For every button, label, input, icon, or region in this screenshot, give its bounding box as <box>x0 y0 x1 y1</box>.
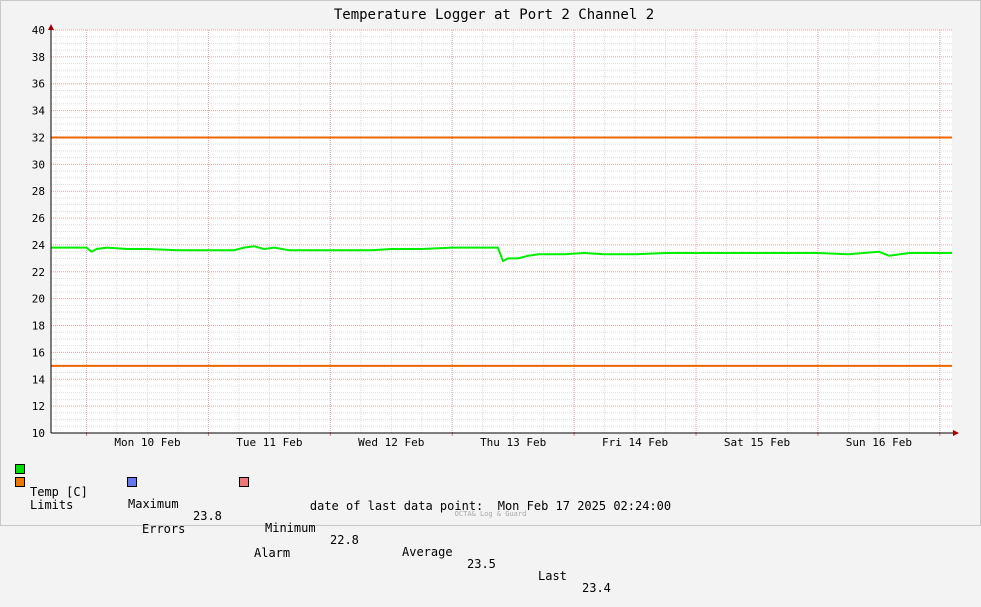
axes <box>48 24 959 436</box>
y-tick-label: 40 <box>32 24 45 37</box>
stat-max-label: Maximum <box>128 497 179 511</box>
y-tick-label: 20 <box>32 293 45 306</box>
y-tick-labels: 10 12 14 16 18 20 22 24 26 28 30 32 34 36 38 40 <box>32 24 46 440</box>
stat-avg-value: 23.5 <box>467 557 496 571</box>
last-data-point-label: date of last data point: <box>309 499 484 513</box>
y-tick-label: 18 <box>32 320 45 333</box>
series-layer <box>51 245 952 263</box>
chart-title: Temperature Logger at Port 2 Channel 2 <box>334 7 654 23</box>
x-tick-label: Tue 11 Feb <box>236 436 302 449</box>
legend-errors-label: Errors <box>142 522 186 536</box>
x-tick-label: Sun 16 Feb <box>846 436 912 449</box>
y-tick-label: 24 <box>32 239 46 252</box>
y-tick-label: 26 <box>32 212 45 225</box>
x-axis-arrow-icon <box>953 430 959 436</box>
legend-limits-label: Limits <box>30 498 74 512</box>
legend-temp-label: Temp [C] <box>30 485 88 499</box>
y-tick-label: 22 <box>32 266 45 279</box>
y-tick-label: 36 <box>32 78 45 91</box>
y-tick-label: 12 <box>32 400 45 413</box>
y-tick-label: 32 <box>32 131 45 144</box>
y-axis-arrow-icon <box>48 24 54 30</box>
alarm-swatch-icon <box>239 477 249 487</box>
x-tick-label: Wed 12 Feb <box>358 436 424 449</box>
x-tick-label: Thu 13 Feb <box>480 436 546 449</box>
y-tick-label: 34 <box>32 105 46 118</box>
credit-watermark: OCTA& Log & Guard <box>454 510 527 518</box>
x-tick-label: Fri 14 Feb <box>602 436 668 449</box>
legend-row-limits: Limits Errors Alarm <box>15 475 290 571</box>
last-data-point-value: Mon Feb 17 2025 02:24:00 <box>497 499 672 513</box>
x-tick-label: Mon 10 Feb <box>114 436 180 449</box>
y-tick-label: 16 <box>32 346 45 359</box>
y-tick-label: 38 <box>32 51 45 64</box>
stat-min-label: Minimum <box>265 521 316 535</box>
stat-min-value: 22.8 <box>330 533 359 547</box>
y-tick-label: 10 <box>32 427 45 440</box>
limit-lines <box>51 136 952 367</box>
last-data-point: date of last data point: Mon Feb 17 2025… <box>0 499 981 513</box>
limits-swatch-icon <box>15 477 25 487</box>
x-tick-labels: Mon 10 Feb Tue 11 Feb Wed 12 Feb Thu 13 Feb… <box>114 436 912 449</box>
legend-alarm-label: Alarm <box>254 546 291 560</box>
grid-minor <box>51 30 952 433</box>
x-tick-label: Sat 15 Feb <box>724 436 790 449</box>
stat-last-label: Last <box>538 569 567 583</box>
y-tick-label: 28 <box>32 185 45 198</box>
stat-last-value: 23.4 <box>582 581 611 595</box>
chart-canvas: Temperature Logger at Port 2 Channel 2 1… <box>32 7 959 449</box>
temp-swatch-icon <box>15 464 25 474</box>
stat-avg-label: Average <box>402 545 453 559</box>
y-tick-label: 30 <box>32 158 45 171</box>
temp-series-line <box>51 245 952 263</box>
y-tick-label: 14 <box>32 373 46 386</box>
stat-max-value: 23.8 <box>193 509 222 523</box>
errors-swatch-icon <box>127 477 137 487</box>
